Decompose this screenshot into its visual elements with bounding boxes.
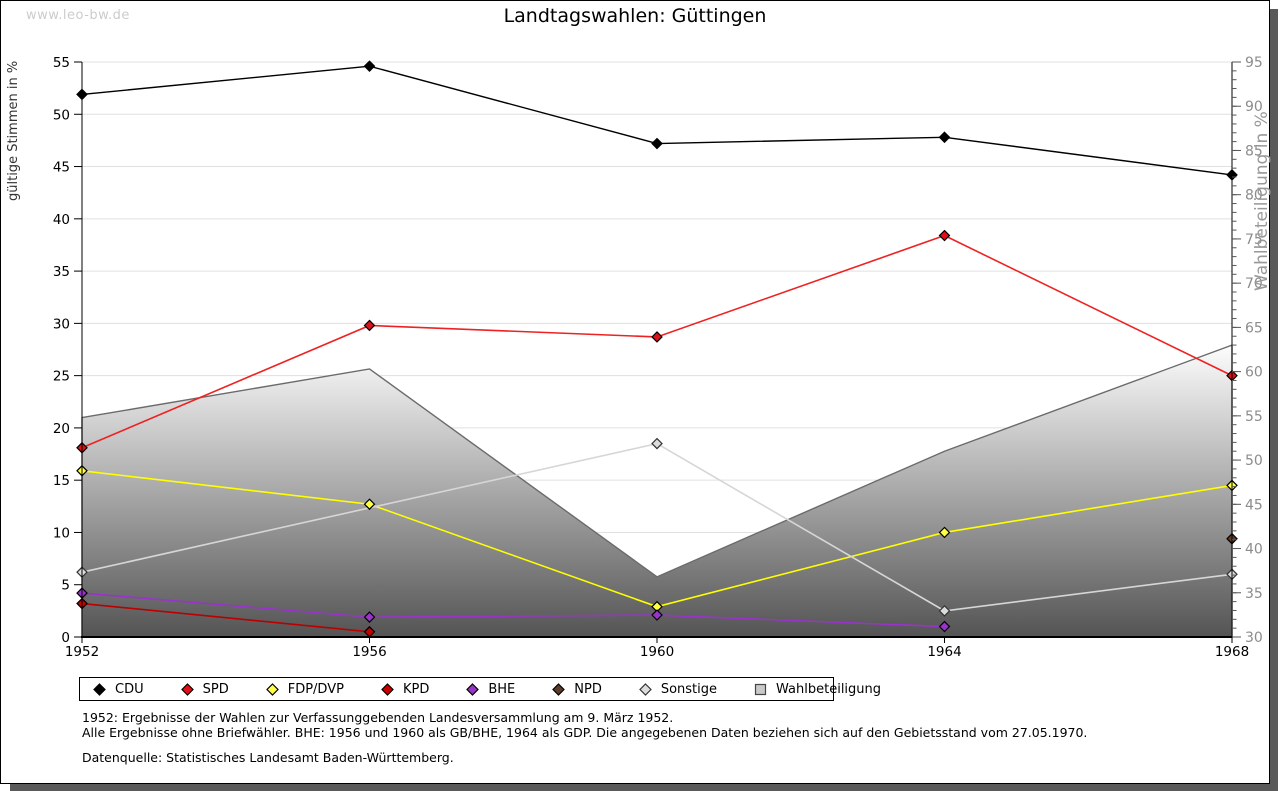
legend-item-sonstige: Sonstige	[638, 681, 718, 697]
svg-text:1964: 1964	[927, 644, 961, 660]
svg-text:45: 45	[53, 160, 70, 176]
svg-text:40: 40	[1245, 542, 1263, 558]
area-legend-icon	[754, 683, 767, 695]
diamond-marker-icon	[381, 682, 394, 696]
diamond-marker-icon	[638, 682, 652, 696]
diamond-marker-icon	[180, 682, 194, 696]
data-source: Datenquelle: Statistisches Landesamt Bad…	[82, 750, 454, 765]
marker-spd	[363, 319, 376, 332]
legend-label: KPD	[402, 681, 430, 697]
marker-spd	[938, 229, 951, 242]
svg-text:80: 80	[1245, 188, 1263, 204]
marker-cdu	[651, 137, 663, 150]
svg-text:25: 25	[53, 369, 70, 385]
svg-text:40: 40	[53, 212, 70, 228]
svg-text:55: 55	[53, 55, 70, 71]
watermark: www.leo-bw.de	[26, 8, 130, 23]
line-cdu	[81, 65, 1233, 176]
diamond-marker-icon	[466, 682, 480, 696]
svg-text:35: 35	[53, 264, 70, 280]
svg-text:55: 55	[1245, 409, 1263, 425]
svg-text:90: 90	[1245, 99, 1263, 115]
marker-sonstige	[651, 437, 663, 450]
diamond-marker-icon	[552, 682, 566, 696]
svg-text:60: 60	[1245, 365, 1263, 381]
chart-legend: CDU SPD FDP/DVP KPD BHE NPD Sonstige Wahlbeteil…	[79, 677, 881, 701]
legend-item-cdu: CDU	[93, 682, 144, 697]
marker-cdu	[363, 60, 376, 73]
svg-text:30: 30	[1245, 630, 1263, 646]
legend-label: BHE	[488, 681, 516, 697]
legend-label: FDP/DVP	[287, 681, 344, 697]
marker-cdu	[938, 131, 951, 144]
footnotes: 1952: Ergebnisse der Wahlen zur Verfassu…	[82, 710, 1088, 740]
legend-item-npd: NPD	[552, 682, 602, 697]
legend-label: CDU	[115, 681, 144, 697]
legend-label: NPD	[574, 681, 602, 697]
axes: 0 5 10 15 20 25 30 35 40 45 50 55 30 35 40 45 50 55 60 65 70…	[53, 55, 1263, 660]
svg-text:1960: 1960	[640, 644, 674, 660]
svg-text:20: 20	[53, 421, 70, 437]
diamond-marker-icon	[93, 682, 106, 696]
line-kpd	[81, 602, 370, 633]
svg-text:85: 85	[1245, 143, 1263, 159]
legend-item-spd: SPD	[180, 681, 229, 697]
marker-fdpdvp	[938, 526, 951, 539]
footnote-line: Alle Ergebnisse ohne Briefwähler. BHE: 1…	[82, 724, 1088, 740]
marker-fdpdvp	[363, 498, 376, 511]
svg-text:1968: 1968	[1215, 644, 1249, 660]
legend-label: Wahlbeteiligung	[776, 681, 882, 697]
svg-text:70: 70	[1245, 276, 1263, 292]
svg-text:45: 45	[1245, 497, 1263, 513]
svg-text:5: 5	[61, 578, 70, 594]
svg-text:1952: 1952	[65, 644, 99, 660]
svg-text:65: 65	[1245, 320, 1263, 336]
legend-item-fdpdvp: FDP/DVP	[265, 681, 344, 697]
marker-spd	[651, 331, 663, 343]
legend-item-kpd: KPD	[381, 682, 429, 697]
legend-label: SPD	[202, 681, 229, 697]
svg-text:1956: 1956	[352, 644, 386, 660]
marker-bhe	[938, 620, 951, 633]
marker-bhe	[651, 609, 663, 621]
svg-text:15: 15	[53, 473, 70, 489]
svg-text:35: 35	[1245, 586, 1263, 602]
svg-text:0: 0	[61, 630, 70, 646]
svg-text:30: 30	[53, 316, 70, 332]
svg-text:50: 50	[1245, 453, 1263, 469]
line-bhe	[81, 592, 945, 628]
right-axis-title: Wahlbeteiligung in %	[1252, 111, 1272, 291]
svg-text:10: 10	[53, 525, 70, 541]
diamond-marker-icon	[265, 682, 279, 696]
footnote-line: 1952: Ergebnisse der Wahlen zur Verfassu…	[82, 710, 674, 725]
election-line-chart: 0 5 10 15 20 25 30 35 40 45 50 55 30 35 40 45 50 55 60 65 70…	[6, 55, 1272, 660]
svg-text:95: 95	[1245, 55, 1263, 71]
page-title: Landtagswahlen: Güttingen	[503, 5, 767, 27]
marker-sonstige	[938, 605, 951, 617]
left-axis-title: gültige Stimmen in %	[6, 61, 21, 201]
svg-text:50: 50	[53, 107, 70, 123]
marker-bhe	[363, 611, 376, 623]
svg-text:75: 75	[1245, 232, 1263, 248]
legend-label: Sonstige	[660, 681, 718, 697]
legend-item-wahlbeteiligung: Wahlbeteiligung	[754, 682, 881, 697]
legend-item-bhe: BHE	[466, 682, 515, 697]
